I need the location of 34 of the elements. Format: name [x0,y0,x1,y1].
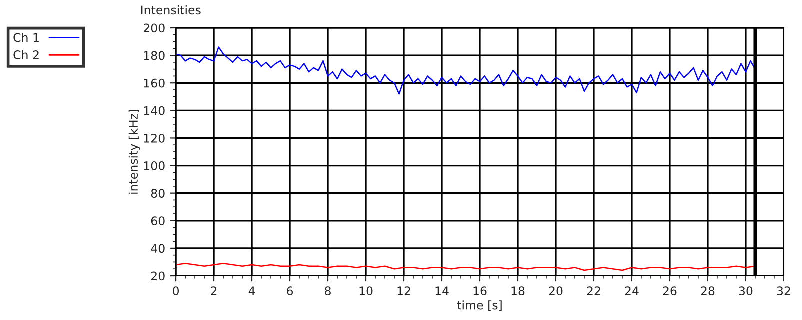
y-tick-label: 160 [144,78,165,88]
y-tick-label: 120 [144,134,165,143]
chart-title: Intensities [142,5,201,15]
y-tick-label: 80 [151,189,165,198]
x-tick-label: 24 [625,286,639,296]
y-tick-label: 60 [151,216,165,226]
y-tick-label: 40 [151,244,165,254]
x-axis-title: time [s] [457,300,502,312]
x-tick-label: 22 [587,286,600,296]
legend-label: Ch 2 [14,50,39,60]
y-tick-label: 140 [144,106,165,116]
x-tick-label: 28 [701,286,715,296]
x-tick-label: 4 [248,286,256,296]
legend-label: Ch 1 [14,33,39,42]
y-tick-label: 180 [144,51,165,60]
x-tick-label: 10 [360,286,373,296]
x-tick-label: 2 [211,286,217,296]
x-tick-label: 12 [398,286,410,296]
y-tick-label: 100 [144,162,165,170]
line-series [176,46,756,95]
y-tick-label: 200 [144,24,165,33]
x-tick-label: 20 [549,286,563,296]
x-tick-label: 26 [663,286,677,296]
x-tick-label: 18 [512,286,525,296]
y-axis-title: intensity [kHz] [128,110,140,194]
x-tick-label: 32 [777,286,790,296]
x-tick-label: 8 [325,286,331,296]
x-tick-label: 0 [173,286,180,296]
x-tick-label: 16 [474,286,487,296]
line-series [176,262,756,272]
x-tick-label: 6 [287,286,294,296]
x-tick-label: 30 [739,286,753,296]
x-tick-label: 14 [436,286,449,296]
y-tick-label: 20 [151,272,165,281]
